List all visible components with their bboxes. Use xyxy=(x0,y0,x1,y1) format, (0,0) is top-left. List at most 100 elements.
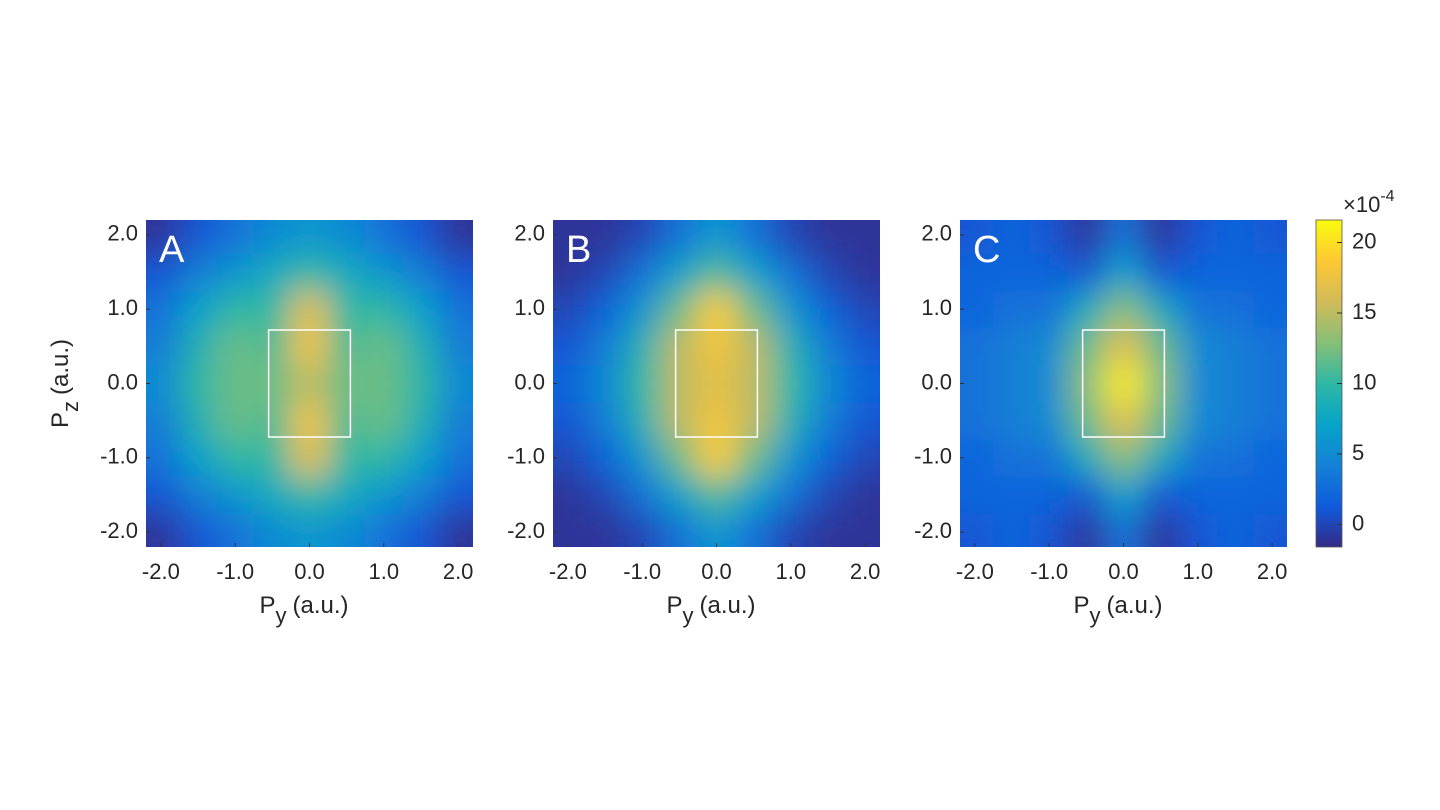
contour-cell xyxy=(1142,476,1180,515)
contour-cell xyxy=(1142,220,1180,254)
x-tick-label: 1.0 xyxy=(369,559,400,584)
x-tick-label: 1.0 xyxy=(1183,559,1214,584)
contour-cell xyxy=(623,439,662,477)
contour-cell xyxy=(772,476,810,515)
contour-cell xyxy=(216,220,255,254)
y-tick-label: 2.0 xyxy=(514,221,545,246)
contour-cell xyxy=(328,290,366,329)
panel-letter: C xyxy=(973,229,1000,271)
contour-cell xyxy=(1179,439,1217,477)
contour-cell xyxy=(1179,327,1217,366)
contour-cell xyxy=(365,253,403,292)
contour-cell xyxy=(1179,364,1217,403)
contour-cell xyxy=(809,402,848,440)
contour-cell xyxy=(179,220,218,254)
contour-cell xyxy=(1104,327,1143,366)
contour-cell xyxy=(1142,402,1180,440)
contour-cell xyxy=(735,364,773,403)
contour-cell xyxy=(735,253,773,292)
x-tick-label: -2.0 xyxy=(142,559,180,584)
contour-cell xyxy=(960,439,994,477)
contour-cell xyxy=(365,402,403,440)
contour-cell xyxy=(179,364,218,403)
contour-cell xyxy=(328,476,366,515)
contour-cell xyxy=(179,513,218,547)
x-tick-label: 2.0 xyxy=(1257,559,1288,584)
x-tick-label: 2.0 xyxy=(850,559,881,584)
contour-cell xyxy=(623,220,662,254)
panel-letter: B xyxy=(566,229,591,271)
contour-cell xyxy=(439,253,473,292)
contour-cell xyxy=(179,476,218,515)
contour-cell xyxy=(290,220,329,254)
y-tick-label: 0.0 xyxy=(107,369,138,394)
contour-cell xyxy=(1030,476,1069,515)
contour-cell xyxy=(697,439,736,477)
contour-cell xyxy=(960,476,994,515)
contour-cell xyxy=(623,364,662,403)
region-box xyxy=(1081,329,1166,438)
y-label-sub: z xyxy=(58,401,83,412)
x-tick-label: 0.0 xyxy=(1108,559,1139,584)
contour-cell xyxy=(439,476,473,515)
contour-cell xyxy=(179,402,218,440)
contour-cell xyxy=(1179,253,1217,292)
contour-cell xyxy=(960,253,994,292)
contour-cell xyxy=(328,513,366,547)
contour-cell xyxy=(735,220,773,254)
contour-cell xyxy=(1216,327,1255,366)
x-tick-label: -2.0 xyxy=(956,559,994,584)
contour-cell xyxy=(439,439,473,477)
contour-cell xyxy=(846,327,880,366)
contour-cell xyxy=(660,290,699,329)
contour-cell xyxy=(586,290,625,329)
contour-cell xyxy=(660,476,699,515)
contour-cell xyxy=(439,402,473,440)
contour-cell xyxy=(1179,513,1217,547)
contour-cell xyxy=(960,327,994,366)
y-axis-label: Pz (a.u.) xyxy=(47,339,82,428)
contour-cell xyxy=(365,513,403,547)
contour-cell xyxy=(623,402,662,440)
contour-cell xyxy=(216,476,255,515)
y-label-main: P xyxy=(47,412,74,428)
contour-cell xyxy=(328,327,366,366)
contour-cell xyxy=(1104,364,1143,403)
contour-cell xyxy=(697,253,736,292)
contour-cell xyxy=(1179,220,1217,254)
contour-cell xyxy=(772,327,810,366)
contour-cell xyxy=(402,402,441,440)
contour-cell xyxy=(146,364,180,403)
contour-cell xyxy=(809,220,848,254)
contour-cell xyxy=(1142,513,1180,547)
contour-cell xyxy=(553,513,587,547)
contour-cell xyxy=(960,290,994,329)
y-tick-label: -2.0 xyxy=(507,518,545,543)
contour-cell xyxy=(553,439,587,477)
contour-cell xyxy=(1104,253,1143,292)
contour-cell xyxy=(586,439,625,477)
contour-cell xyxy=(179,253,218,292)
contour-cell xyxy=(1030,290,1069,329)
contour-cell xyxy=(697,220,736,254)
contour-cell xyxy=(1104,402,1143,440)
contour-cell xyxy=(623,513,662,547)
contour-cell xyxy=(179,439,218,477)
contour-cell xyxy=(623,253,662,292)
contour-cell xyxy=(1216,513,1255,547)
contour-cell xyxy=(735,513,773,547)
contour-cell xyxy=(1253,290,1287,329)
contour-cell xyxy=(1030,364,1069,403)
contour-cell xyxy=(253,290,292,329)
contour-cell xyxy=(772,513,810,547)
contour-cell xyxy=(772,364,810,403)
contour-cell xyxy=(993,253,1032,292)
contour-cell xyxy=(1216,364,1255,403)
contour-cell xyxy=(1067,290,1106,329)
colorbar-scale-label: ×10-4 xyxy=(1343,188,1395,217)
contour-cell xyxy=(439,364,473,403)
contour-cell xyxy=(402,220,441,254)
contour-cell xyxy=(623,327,662,366)
contour-cell xyxy=(290,476,329,515)
